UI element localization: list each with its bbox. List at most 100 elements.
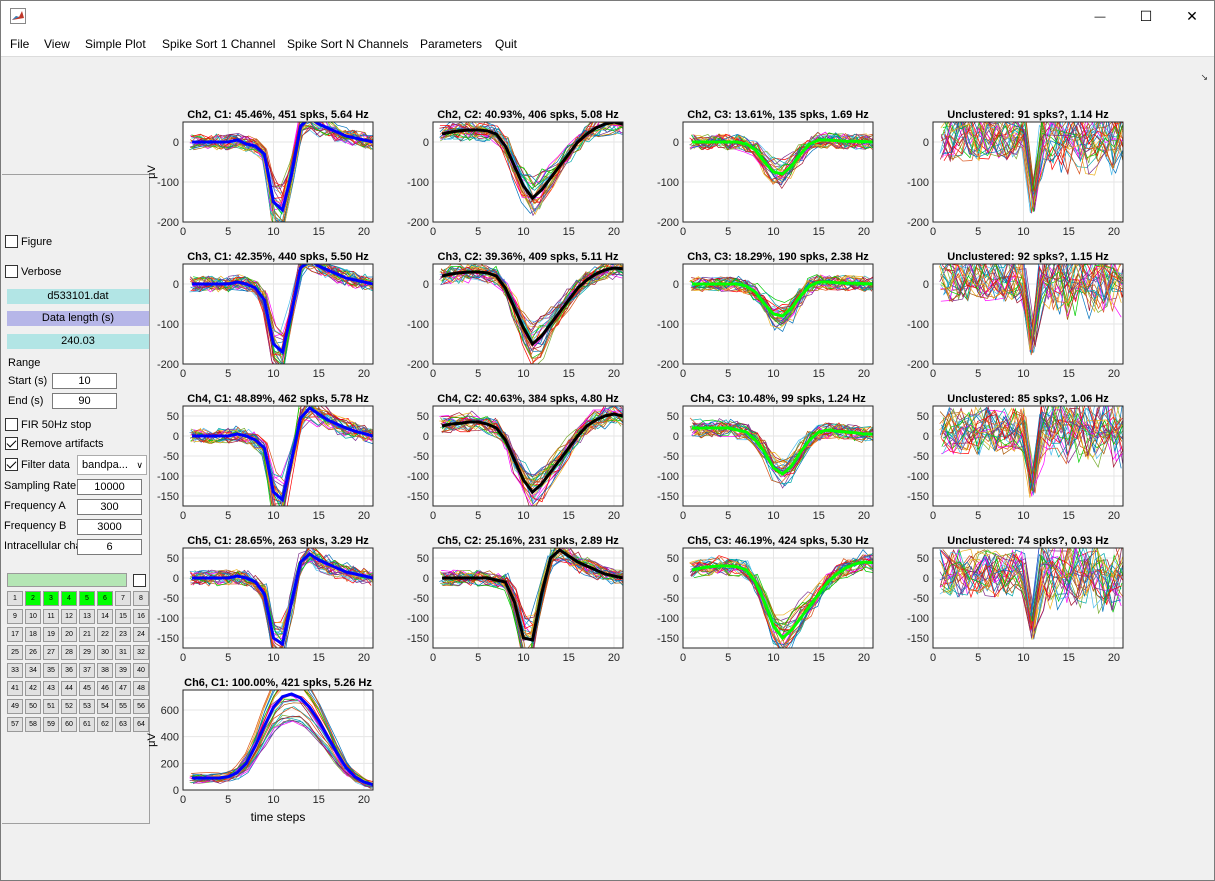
channel-button-64[interactable]: 64 — [133, 717, 149, 732]
channel-button-14[interactable]: 14 — [97, 609, 113, 624]
channel-button-56[interactable]: 56 — [133, 699, 149, 714]
spike-plot-10[interactable]: 0 5 10 15 20 50 0 -50 -100 -150 Ch4, C2: 40.63%, 3… — [398, 390, 658, 540]
channel-button-47[interactable]: 47 — [115, 681, 131, 696]
end-input[interactable]: 90 — [52, 393, 117, 409]
spike-plot-16[interactable]: 0 5 10 15 20 50 0 -50 -100 -150 Unclustered: 74 sp… — [898, 532, 1158, 682]
spike-plot-11[interactable]: 0 5 10 15 20 50 0 -50 -100 -150 Ch4, C3: 10.48%, 9… — [648, 390, 908, 540]
channel-button-37[interactable]: 37 — [79, 663, 95, 678]
channel-button-25[interactable]: 25 — [7, 645, 23, 660]
start-input[interactable]: 10 — [52, 373, 117, 389]
filter-mode-select[interactable]: bandpa... ∨ — [77, 455, 147, 475]
filter-data-checkbox[interactable] — [5, 458, 18, 471]
channel-button-23[interactable]: 23 — [115, 627, 131, 642]
menu-view[interactable]: View — [44, 37, 70, 51]
spike-plot-13[interactable]: 0 5 10 15 20 50 0 -50 -100 -150 Ch5, C1: 28.65%, 2… — [148, 532, 408, 682]
channel-button-48[interactable]: 48 — [133, 681, 149, 696]
spike-plot-14[interactable]: 0 5 10 15 20 50 0 -50 -100 -150 Ch5, C2: 25.16%, 2… — [398, 532, 658, 682]
channel-button-8[interactable]: 8 — [133, 591, 149, 606]
spike-plot-9[interactable]: 0 5 10 15 20 50 0 -50 -100 -150 Ch4, C1: 48.89%, 4… — [148, 390, 408, 540]
verbose-checkbox[interactable] — [5, 265, 18, 278]
spike-plot-15[interactable]: 0 5 10 15 20 50 0 -50 -100 -150 Ch5, C3: 46.19%, 4… — [648, 532, 908, 682]
channel-button-41[interactable]: 41 — [7, 681, 23, 696]
frequency-b-input[interactable]: 3000 — [77, 519, 142, 535]
channel-button-58[interactable]: 58 — [25, 717, 41, 732]
channel-button-6[interactable]: 6 — [97, 591, 113, 606]
channel-button-5[interactable]: 5 — [79, 591, 95, 606]
toolbar-toggle-icon[interactable]: ↘ — [1200, 72, 1208, 82]
channel-button-49[interactable]: 49 — [7, 699, 23, 714]
menu-spike-sort-1[interactable]: Spike Sort 1 Channel — [162, 37, 276, 51]
spike-plot-6[interactable]: 0 5 10 15 20 0 -100 -200 Ch3, C2: 39.36%, 409 sp… — [398, 248, 658, 398]
figure-checkbox[interactable] — [5, 235, 18, 248]
channel-button-53[interactable]: 53 — [79, 699, 95, 714]
channel-button-38[interactable]: 38 — [97, 663, 113, 678]
channel-button-34[interactable]: 34 — [25, 663, 41, 678]
spike-plot-3[interactable]: 0 5 10 15 20 0 -100 -200 Ch2, C3: 13.61%, 135 sp… — [648, 106, 908, 256]
spike-plot-2[interactable]: 0 5 10 15 20 0 -100 -200 Ch2, C2: 40.93%, 406 sp… — [398, 106, 658, 256]
channel-button-61[interactable]: 61 — [79, 717, 95, 732]
select-all-checkbox[interactable] — [133, 574, 146, 587]
menu-file[interactable]: File — [10, 37, 30, 51]
channel-button-35[interactable]: 35 — [43, 663, 59, 678]
channel-button-32[interactable]: 32 — [133, 645, 149, 660]
channel-button-24[interactable]: 24 — [133, 627, 149, 642]
channel-button-20[interactable]: 20 — [61, 627, 77, 642]
spike-plot-7[interactable]: 0 5 10 15 20 0 -100 -200 Ch3, C3: 18.29%, 190 sp… — [648, 248, 908, 398]
channel-button-9[interactable]: 9 — [7, 609, 23, 624]
channel-button-17[interactable]: 17 — [7, 627, 23, 642]
channel-button-7[interactable]: 7 — [115, 591, 131, 606]
channel-button-45[interactable]: 45 — [79, 681, 95, 696]
channel-button-2[interactable]: 2 — [25, 591, 41, 606]
spike-plot-8[interactable]: 0 5 10 15 20 0 -100 -200 Unclustered: 92 spks?, … — [898, 248, 1158, 398]
channel-button-13[interactable]: 13 — [79, 609, 95, 624]
channel-button-30[interactable]: 30 — [97, 645, 113, 660]
channel-button-19[interactable]: 19 — [43, 627, 59, 642]
sampling-rate-input[interactable]: 10000 — [77, 479, 142, 495]
channel-button-4[interactable]: 4 — [61, 591, 77, 606]
channel-button-59[interactable]: 59 — [43, 717, 59, 732]
channel-button-52[interactable]: 52 — [61, 699, 77, 714]
channel-button-54[interactable]: 54 — [97, 699, 113, 714]
menu-spike-sort-n[interactable]: Spike Sort N Channels — [287, 37, 409, 51]
maximize-button[interactable]: ☐ — [1123, 1, 1169, 32]
channel-button-27[interactable]: 27 — [43, 645, 59, 660]
spike-plot-17[interactable]: 0 5 10 15 20 600 400 200 0 Ch6, C1: 100.00%, 421 … — [146, 674, 408, 824]
frequency-a-input[interactable]: 300 — [77, 499, 142, 515]
channel-button-57[interactable]: 57 — [7, 717, 23, 732]
channel-button-42[interactable]: 42 — [25, 681, 41, 696]
channel-button-1[interactable]: 1 — [7, 591, 23, 606]
menu-simple-plot[interactable]: Simple Plot — [85, 37, 146, 51]
menu-quit[interactable]: Quit — [495, 37, 518, 51]
fir-checkbox[interactable] — [5, 418, 18, 431]
channel-button-21[interactable]: 21 — [79, 627, 95, 642]
channel-button-60[interactable]: 60 — [61, 717, 77, 732]
channel-button-63[interactable]: 63 — [115, 717, 131, 732]
channel-button-12[interactable]: 12 — [61, 609, 77, 624]
spike-plot-12[interactable]: 0 5 10 15 20 50 0 -50 -100 -150 Unclustered: 85 sp… — [898, 390, 1158, 540]
channel-button-33[interactable]: 33 — [7, 663, 23, 678]
channel-button-26[interactable]: 26 — [25, 645, 41, 660]
channel-button-51[interactable]: 51 — [43, 699, 59, 714]
channel-button-39[interactable]: 39 — [115, 663, 131, 678]
channel-button-50[interactable]: 50 — [25, 699, 41, 714]
channel-button-28[interactable]: 28 — [61, 645, 77, 660]
spike-plot-1[interactable]: 0 5 10 15 20 0 -100 -200 Ch2, C1: 45.46%, 451 sp… — [146, 106, 408, 256]
channel-button-55[interactable]: 55 — [115, 699, 131, 714]
channel-button-18[interactable]: 18 — [25, 627, 41, 642]
minimize-button[interactable]: — — [1077, 1, 1123, 32]
spike-plot-5[interactable]: 0 5 10 15 20 0 -100 -200 Ch3, C1: 42.35%, 440 sp… — [148, 248, 408, 398]
close-button[interactable]: ✕ — [1169, 1, 1215, 32]
channel-button-36[interactable]: 36 — [61, 663, 77, 678]
channel-button-44[interactable]: 44 — [61, 681, 77, 696]
channel-button-22[interactable]: 22 — [97, 627, 113, 642]
channel-button-16[interactable]: 16 — [133, 609, 149, 624]
channel-button-15[interactable]: 15 — [115, 609, 131, 624]
channel-button-46[interactable]: 46 — [97, 681, 113, 696]
channel-button-40[interactable]: 40 — [133, 663, 149, 678]
intracellular-chan-input[interactable]: 6 — [77, 539, 142, 555]
data-length-button[interactable]: Data length (s) — [7, 311, 149, 326]
channel-button-31[interactable]: 31 — [115, 645, 131, 660]
channel-button-43[interactable]: 43 — [43, 681, 59, 696]
channel-button-10[interactable]: 10 — [25, 609, 41, 624]
channel-button-11[interactable]: 11 — [43, 609, 59, 624]
